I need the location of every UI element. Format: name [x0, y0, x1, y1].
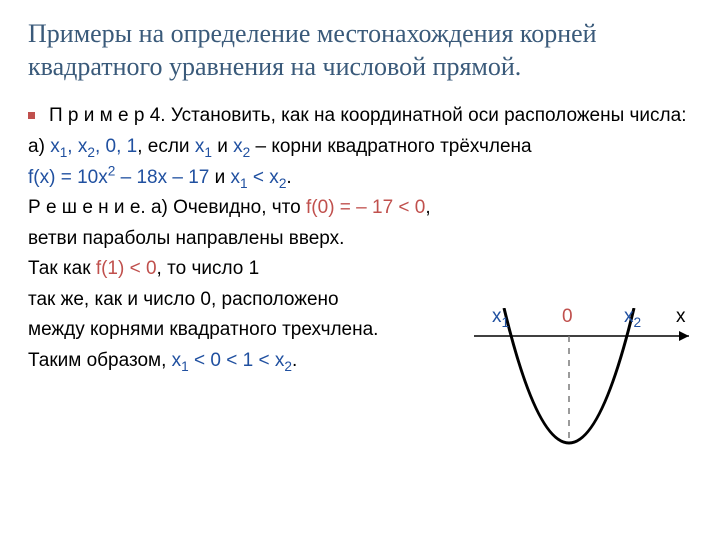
fx-cond: x1 < x2	[231, 167, 287, 188]
thus-chain: x1 < 0 < 1 < x2	[172, 350, 292, 371]
example-task: Установить, как на координатной оси расп…	[166, 105, 687, 126]
graph-label-x: x	[676, 306, 686, 328]
slide-title: Примеры на определение местонахождения к…	[28, 18, 692, 83]
bullet-item: П р и м е р 4. Установить, как на коорди…	[28, 101, 692, 130]
example-label: П р и м е р 4.	[49, 105, 166, 126]
fx-eq: f(x) = 10x	[28, 167, 108, 188]
fx-tail1: – 18x – 17	[115, 167, 209, 188]
line-a-mid: , если	[137, 136, 195, 157]
line-a-prefix: а)	[28, 136, 50, 157]
line-a-x1b: x1	[195, 136, 212, 157]
thus-prefix: Таким образом,	[28, 350, 172, 371]
x-axis-arrow	[679, 331, 689, 341]
solution-lead: Р е ш е н и е. а) Очевидно, что	[28, 197, 306, 218]
line-a-x1: x1, x2, 0, 1	[50, 136, 137, 157]
line-a: а) x1, x2, 0, 1, если x1 и x2 – корни кв…	[28, 132, 692, 161]
fx-cond-lt: < x	[248, 167, 279, 188]
fx-cond-x1: x	[231, 167, 241, 188]
f0-eval: f(0) = – 17 < 0	[306, 197, 425, 218]
f1-eval: f(1) < 0	[96, 258, 157, 279]
graph-label-x1: x1	[492, 306, 509, 328]
since-tail: , то число 1	[157, 258, 260, 279]
line-fx: f(x) = 10x2 – 18x – 17 и x1 < x2.	[28, 163, 692, 192]
bullet-text: П р и м е р 4. Установить, как на коорди…	[49, 101, 686, 130]
line-a-x2: x2	[233, 136, 250, 157]
line-branches: ветви параболы направлены вверх.	[28, 224, 692, 253]
fx-and: и	[209, 167, 230, 188]
thus-mid: < 0 < 1 < x	[189, 350, 285, 371]
line-since: Так как f(1) < 0, то число 1	[28, 254, 692, 283]
graph-label-0: 0	[562, 306, 573, 328]
since-prefix: Так как	[28, 258, 96, 279]
fx-def: f(x) = 10x2 – 18x – 17	[28, 167, 209, 188]
line-a-and: и	[212, 136, 233, 157]
parabola-svg	[474, 308, 694, 463]
line-solution: Р е ш е н и е. а) Очевидно, что f(0) = –…	[28, 193, 692, 222]
bullet-icon	[28, 112, 35, 119]
parabola-graph: x1 0 x2 x	[474, 308, 694, 463]
graph-label-x2: x2	[624, 306, 641, 328]
thus-x1: x	[172, 350, 182, 371]
line-a-tail: – корни квадратного трёхчлена	[250, 136, 531, 157]
